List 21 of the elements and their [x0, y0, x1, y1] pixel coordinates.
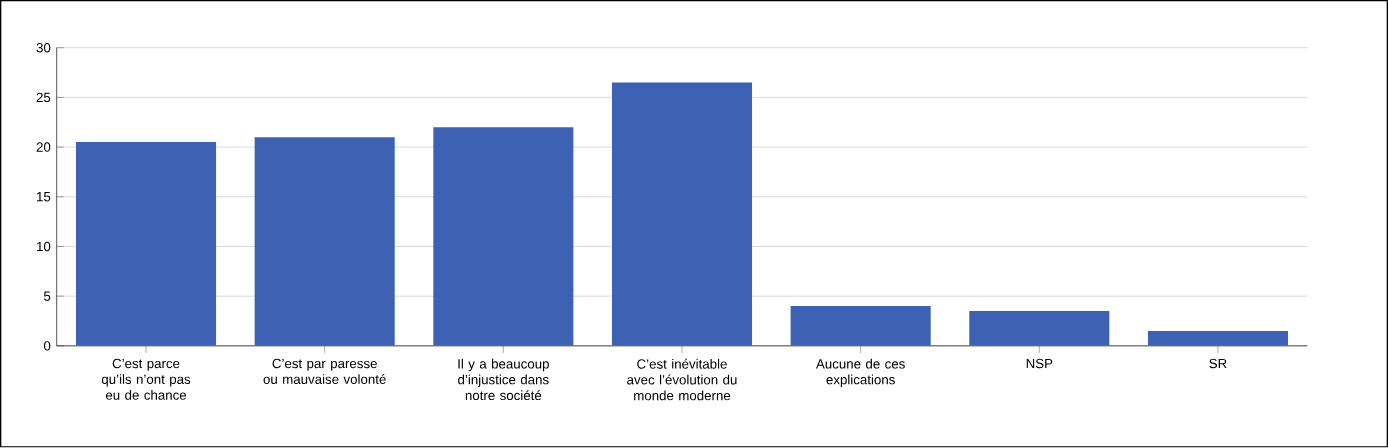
bar [969, 311, 1110, 347]
x-tick-label: NSP [1026, 359, 1053, 369]
y-tick-label: 15 [37, 192, 51, 202]
x-tick-label: Il y a beaucoup d’injustice dans notre société [458, 359, 549, 401]
x-tick-label: SR [1209, 359, 1227, 369]
x-tick-label: C’est inévitable avec l’évolution du monde moderne [627, 359, 737, 401]
y-tick-label: 30 [36, 43, 51, 53]
bar [75, 142, 217, 347]
bar [1147, 331, 1289, 347]
bar [254, 137, 395, 347]
y-tick-label: 0 [43, 341, 51, 351]
bar [611, 82, 753, 347]
y-tick-label: 5 [43, 291, 51, 301]
y-tick-label: 25 [36, 92, 51, 103]
bar [433, 127, 574, 347]
bar [790, 306, 931, 347]
x-tick-label: Aucune de ces explications [815, 359, 905, 388]
x-tick-label: C’est parce qu’ils n’ont pas eu de chance [101, 359, 191, 400]
y-tick-label: 10 [37, 241, 51, 252]
y-tick-label: 20 [36, 142, 51, 152]
x-tick-label: C’est par paresse ou mauvaise volonté [263, 359, 386, 385]
